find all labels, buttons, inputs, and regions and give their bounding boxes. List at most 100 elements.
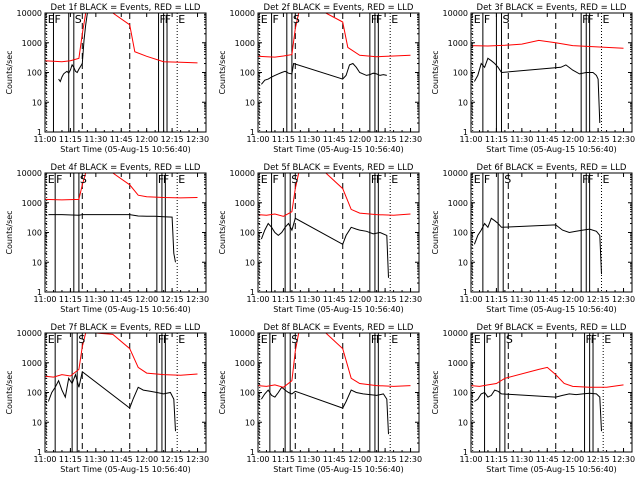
event-marker-label: E (602, 13, 609, 26)
y-tick-label: 10 (32, 98, 42, 107)
event-marker-label: F (591, 333, 597, 346)
event-marker-label: F (484, 173, 490, 186)
x-tick-label: 11:30 (510, 455, 533, 464)
y-axis-label: Counts/sec (218, 370, 227, 414)
x-tick-label: 12:30 (612, 455, 635, 464)
x-tick-label: 12:00 (348, 295, 371, 304)
series-events-black (474, 389, 602, 432)
x-tick-label: 12:30 (186, 295, 209, 304)
chart-plot-area (258, 13, 411, 132)
chart-plot-area (258, 173, 411, 292)
y-tick-label: 10 (32, 418, 42, 427)
series-events-black (473, 217, 602, 275)
event-marker-label: E (48, 13, 55, 26)
x-tick-label: 11:45 (110, 295, 133, 304)
y-tick-label: 100 (240, 229, 255, 238)
x-tick-label: 11:45 (110, 455, 133, 464)
event-marker-label: F (163, 173, 169, 186)
x-tick-label: 12:00 (348, 135, 371, 144)
chart-plot-area (472, 173, 602, 292)
x-axis-label: Start Time (05-Aug-15 10:56:40) (273, 145, 404, 154)
x-tick-label: 12:00 (561, 295, 584, 304)
x-tick-label: 11:00 (33, 295, 56, 304)
chart-plot-area (258, 333, 411, 452)
chart-title: Det 6f BLACK = Events, RED = LLD (477, 163, 627, 173)
x-tick-label: 11:45 (323, 135, 346, 144)
x-tick-label: 11:15 (272, 135, 295, 144)
x-tick-label: 11:15 (485, 295, 508, 304)
x-tick-label: 12:15 (374, 295, 397, 304)
y-axis-label: Counts/sec (431, 50, 440, 94)
x-tick-label: 11:30 (510, 295, 533, 304)
x-tick-label: 12:00 (561, 455, 584, 464)
chart-title: Det 2f BLACK = Events, RED = LLD (264, 3, 414, 13)
x-tick-label: 12:15 (161, 135, 184, 144)
x-tick-label: 11:00 (246, 135, 269, 144)
x-tick-label: 11:45 (110, 135, 133, 144)
x-tick-label: 11:45 (536, 455, 559, 464)
y-tick-label: 1000 (235, 359, 255, 368)
y-tick-label: 10000 (17, 329, 42, 338)
event-marker-label: E (391, 173, 398, 186)
series-lld-red (258, 173, 411, 217)
series-lld-red (45, 13, 198, 64)
x-tick-label: 12:15 (161, 295, 184, 304)
x-tick-label: 12:15 (161, 455, 184, 464)
x-tick-label: 12:15 (587, 295, 610, 304)
y-tick-label: 1 (250, 448, 255, 457)
event-marker-label: F (376, 13, 382, 26)
chart-title: Det 4f BLACK = Events, RED = LLD (51, 163, 201, 173)
event-marker-label: E (178, 13, 185, 26)
x-tick-label: 12:15 (587, 455, 610, 464)
y-tick-label: 1 (463, 128, 468, 137)
x-axis-label: Start Time (05-Aug-15 10:56:40) (273, 465, 404, 474)
x-tick-label: 11:45 (536, 135, 559, 144)
y-axis-label: Counts/sec (5, 50, 14, 94)
x-tick-label: 12:30 (399, 295, 422, 304)
series-events-black (58, 13, 178, 83)
chart-title: Det 5f BLACK = Events, RED = LLD (264, 163, 414, 173)
event-marker-label: E (261, 13, 268, 26)
event-marker-label: F (587, 173, 593, 186)
x-tick-label: 12:00 (348, 455, 371, 464)
event-marker-label: S (75, 13, 82, 26)
series-events-black (260, 386, 389, 435)
series-lld-red (471, 366, 624, 388)
event-marker-label: F (371, 333, 377, 346)
chart-plot-area (471, 333, 624, 452)
event-marker-label: F (160, 13, 166, 26)
y-tick-label: 100 (240, 389, 255, 398)
x-tick-label: 12:00 (561, 135, 584, 144)
series-events-black (261, 62, 387, 85)
y-tick-label: 1 (250, 128, 255, 137)
y-axis-label: Counts/sec (218, 50, 227, 94)
chart-title: Det 1f BLACK = Events, RED = LLD (51, 3, 201, 13)
chart-title: Det 7f BLACK = Events, RED = LLD (51, 323, 201, 333)
event-marker-label: S (503, 13, 510, 26)
x-tick-label: 11:15 (59, 455, 82, 464)
y-tick-label: 100 (27, 229, 42, 238)
series-lld-red (258, 333, 411, 388)
event-marker-label: F (56, 173, 62, 186)
y-axis-label: Counts/sec (431, 370, 440, 414)
event-marker-label: F (486, 333, 492, 346)
x-tick-label: 12:30 (399, 135, 422, 144)
x-axis-label: Start Time (05-Aug-15 10:56:40) (60, 145, 191, 154)
y-tick-label: 1 (250, 288, 255, 297)
event-marker-label: E (474, 333, 481, 346)
y-tick-label: 10 (245, 98, 255, 107)
y-tick-label: 10000 (230, 329, 255, 338)
y-tick-label: 10 (32, 258, 42, 267)
x-tick-label: 12:00 (135, 455, 158, 464)
x-tick-label: 11:00 (246, 455, 269, 464)
series-events-black (47, 370, 176, 432)
y-tick-label: 1000 (22, 39, 42, 48)
y-tick-label: 10000 (230, 169, 255, 178)
y-tick-label: 100 (27, 389, 42, 398)
